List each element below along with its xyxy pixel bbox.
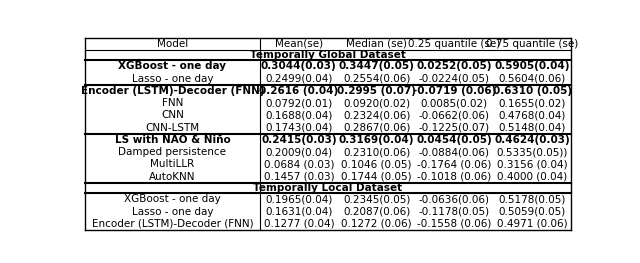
Text: 0.3169(0.04): 0.3169(0.04)	[339, 135, 414, 145]
Text: 0.0792(0.01): 0.0792(0.01)	[265, 98, 332, 108]
Text: -0.1764 (0.06): -0.1764 (0.06)	[417, 159, 492, 169]
Text: 0.1688(0.04): 0.1688(0.04)	[265, 110, 333, 120]
Text: CNN: CNN	[161, 110, 184, 120]
Text: 0.0920(0.02): 0.0920(0.02)	[343, 98, 410, 108]
Text: Encoder (LSTM)-Decoder (FNN): Encoder (LSTM)-Decoder (FNN)	[81, 86, 264, 96]
Text: 0.5178(0.05): 0.5178(0.05)	[499, 194, 566, 204]
Text: Lasso - one day: Lasso - one day	[132, 74, 213, 84]
Text: 0.1631(0.04): 0.1631(0.04)	[265, 207, 333, 217]
Text: 0.1655(0.02): 0.1655(0.02)	[499, 98, 566, 108]
Text: 0.25 quantile (se): 0.25 quantile (se)	[408, 39, 500, 49]
Text: XGBoost - one day: XGBoost - one day	[118, 62, 227, 72]
Text: -0.0224(0.05): -0.0224(0.05)	[419, 74, 490, 84]
Text: Encoder (LSTM)-Decoder (FNN): Encoder (LSTM)-Decoder (FNN)	[92, 219, 253, 229]
Text: 0.3044(0.03): 0.3044(0.03)	[261, 62, 337, 72]
Text: 0.6310 (0.05): 0.6310 (0.05)	[493, 86, 572, 96]
Text: 0.3156 (0.04): 0.3156 (0.04)	[497, 159, 568, 169]
Text: 0.2995 (0.07): 0.2995 (0.07)	[337, 86, 416, 96]
Text: 0.0085(0.02): 0.0085(0.02)	[421, 98, 488, 108]
Text: FNN: FNN	[162, 98, 183, 108]
Text: -0.1558 (0.06): -0.1558 (0.06)	[417, 219, 492, 229]
Text: CNN-LSTM: CNN-LSTM	[145, 123, 200, 133]
Text: 0.1965(0.04): 0.1965(0.04)	[265, 194, 333, 204]
Text: 0.1272 (0.06): 0.1272 (0.06)	[341, 219, 412, 229]
Text: Temporally Local Dataset: Temporally Local Dataset	[253, 183, 403, 193]
Text: AutoKNN: AutoKNN	[149, 172, 196, 182]
Text: 0.2415(0.03): 0.2415(0.03)	[261, 135, 337, 145]
Text: Model: Model	[157, 39, 188, 49]
Text: 0.2087(0.06): 0.2087(0.06)	[343, 207, 410, 217]
Text: 0.2345(0.05): 0.2345(0.05)	[343, 194, 410, 204]
Text: 0.1277 (0.04): 0.1277 (0.04)	[264, 219, 334, 229]
Text: Temporally Global Dataset: Temporally Global Dataset	[250, 50, 406, 60]
Text: 0.2310(0.06): 0.2310(0.06)	[343, 147, 410, 157]
Text: 0.1743(0.04): 0.1743(0.04)	[265, 123, 333, 133]
Text: -0.1018 (0.06): -0.1018 (0.06)	[417, 172, 492, 182]
Text: 0.5905(0.04): 0.5905(0.04)	[495, 62, 570, 72]
Text: 0.2324(0.06): 0.2324(0.06)	[343, 110, 410, 120]
Text: 0.5335(0.05)): 0.5335(0.05))	[497, 147, 568, 157]
Text: Lasso - one day: Lasso - one day	[132, 207, 213, 217]
Text: 0.1457 (0.03): 0.1457 (0.03)	[264, 172, 334, 182]
Text: 0.2499(0.04): 0.2499(0.04)	[265, 74, 333, 84]
Text: 0.0684 (0.03): 0.0684 (0.03)	[264, 159, 334, 169]
Text: MultiLLR: MultiLLR	[150, 159, 195, 169]
Text: XGBoost - one day: XGBoost - one day	[124, 194, 221, 204]
Text: 0.4624(0.03): 0.4624(0.03)	[494, 135, 570, 145]
Text: -0.0636(0.06): -0.0636(0.06)	[419, 194, 490, 204]
Text: 0.1744 (0.05): 0.1744 (0.05)	[341, 172, 412, 182]
Text: 0.4768(0.04): 0.4768(0.04)	[499, 110, 566, 120]
Text: 0.4971 (0.06): 0.4971 (0.06)	[497, 219, 568, 229]
Text: Median (se): Median (se)	[346, 39, 407, 49]
Text: 0.5059(0.05): 0.5059(0.05)	[499, 207, 566, 217]
Text: 0.1046 (0.05): 0.1046 (0.05)	[341, 159, 412, 169]
Text: 0.4000 (0.04): 0.4000 (0.04)	[497, 172, 567, 182]
Text: -0.1225(0.07): -0.1225(0.07)	[419, 123, 490, 133]
Text: 0.75 quantile (se): 0.75 quantile (se)	[486, 39, 579, 49]
Text: 0.5604(0.06): 0.5604(0.06)	[499, 74, 566, 84]
Text: LS with NAO & Niño: LS with NAO & Niño	[115, 135, 230, 145]
Text: -0.0662(0.06): -0.0662(0.06)	[419, 110, 490, 120]
Text: 0.2554(0.06): 0.2554(0.06)	[343, 74, 410, 84]
Text: Damped persistence: Damped persistence	[118, 147, 227, 157]
Text: 0.0454(0.05): 0.0454(0.05)	[417, 135, 492, 145]
Text: 0.3447(0.05): 0.3447(0.05)	[339, 62, 415, 72]
Text: 0.0252(0.05): 0.0252(0.05)	[417, 62, 492, 72]
Text: 0.5148(0.04): 0.5148(0.04)	[499, 123, 566, 133]
Text: Mean(se): Mean(se)	[275, 39, 323, 49]
Text: -0.0719 (0.06): -0.0719 (0.06)	[413, 86, 496, 96]
Text: -0.0884(0.06): -0.0884(0.06)	[419, 147, 490, 157]
Text: -0.1178(0.05): -0.1178(0.05)	[419, 207, 490, 217]
Text: 0.2009(0.04): 0.2009(0.04)	[265, 147, 332, 157]
Text: 0.2616 (0.04): 0.2616 (0.04)	[259, 86, 339, 96]
Text: 0.2867(0.06): 0.2867(0.06)	[343, 123, 410, 133]
